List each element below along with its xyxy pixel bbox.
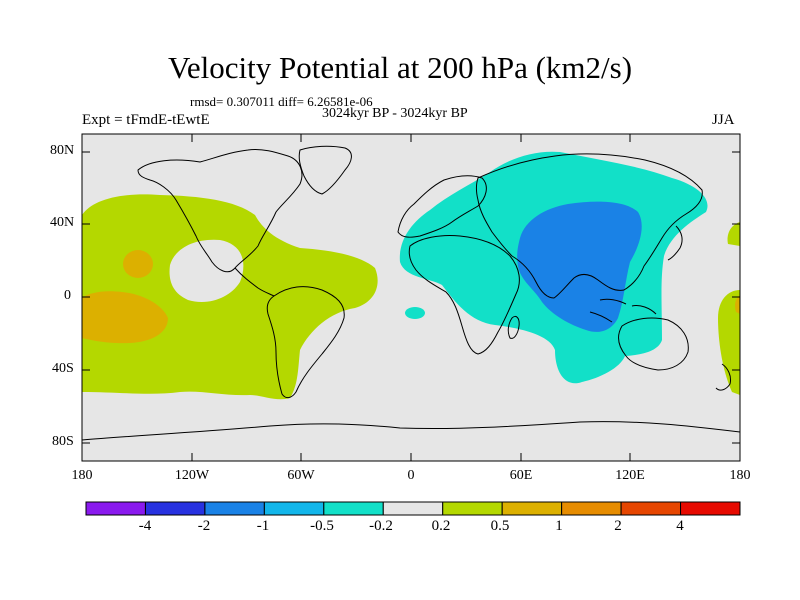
- colorbar-swatch-9: [620, 501, 682, 516]
- colorbar-label-p1: 1: [555, 518, 563, 534]
- experiment-label: Expt = tFmdE-tEwtE: [82, 112, 210, 128]
- colorbar-label-m4: -4: [138, 518, 152, 534]
- colorbar-label-m2: -2: [197, 518, 211, 534]
- coastline-asia: [476, 153, 703, 299]
- colorbar-swatch-5: [382, 501, 444, 516]
- lat-label-40n: 40N: [50, 215, 75, 230]
- map-title: Velocity Potential at 200 hPa (km2/s): [167, 50, 633, 85]
- cyan-spot-south-atlantic: [405, 307, 425, 319]
- colorbar-swatch-2: [204, 501, 265, 516]
- coastline-central-america: [234, 267, 275, 297]
- orange-edge-east: [735, 296, 740, 314]
- colorbar-swatch-8: [561, 501, 622, 516]
- colorbar-label-p05: 0.5: [490, 518, 510, 534]
- positive-field-pacific-americas: [82, 194, 378, 400]
- positive-field-northeast-edge: [727, 222, 740, 246]
- coastline-antarctica: [82, 421, 740, 441]
- lon-label-120w: 120W: [174, 468, 210, 483]
- colorbar-swatch-4: [323, 501, 384, 516]
- lat-label-eq: 0: [64, 288, 71, 303]
- negative-spot-himalaya: [560, 253, 572, 263]
- latitude-ticks: [82, 151, 740, 444]
- orange-blob-north-pacific: [123, 250, 153, 278]
- colorbar-swatch-6: [442, 501, 503, 516]
- coastline-greenland: [298, 145, 352, 195]
- coastline-madagascar: [507, 315, 520, 339]
- lon-label-120e: 120E: [615, 468, 645, 483]
- lat-label-80n: 80N: [50, 143, 75, 158]
- period-label: 3024kyr BP - 3024kyr BP: [322, 106, 468, 121]
- colorbar-swatch-0: [85, 501, 146, 516]
- colorbar-label-p4: 4: [676, 518, 684, 534]
- coastline-south-america: [266, 286, 345, 399]
- lon-label-0: 0: [407, 468, 415, 483]
- coastline-australia: [618, 317, 689, 371]
- coastline-new-zealand: [715, 363, 731, 391]
- lon-label-60e: 60E: [509, 468, 533, 483]
- colorbar: [85, 501, 741, 516]
- colorbar-label-m02: -0.2: [369, 518, 393, 534]
- coastline-africa: [408, 235, 520, 355]
- lon-label-180w: 180: [71, 468, 93, 483]
- coastlines: [82, 145, 740, 441]
- lon-label-60w: 60W: [287, 468, 315, 483]
- colorbar-swatch-1: [144, 501, 206, 516]
- rmsd-diff-stats: rmsd= 0.307011 diff= 6.26581e-06: [190, 94, 373, 109]
- coastline-maritime-continent: [589, 298, 657, 323]
- colorbar-swatch-3: [263, 501, 325, 516]
- colorbar-label-m1: -1: [256, 518, 270, 534]
- colorbar-swatch-7: [501, 501, 563, 516]
- colorbar-label-p02: 0.2: [431, 518, 451, 534]
- colorbar-label-m05: -0.5: [310, 518, 334, 534]
- lat-label-80s: 80S: [52, 434, 74, 449]
- season-label: JJA: [712, 112, 735, 128]
- coastline-europe: [397, 175, 487, 238]
- neutral-hole-east-pacific: [169, 239, 244, 302]
- colorbar-label-p2: 2: [614, 518, 622, 534]
- positive-field-east-pacific-edge: [718, 290, 740, 395]
- lon-label-180e: 180: [729, 468, 751, 483]
- coastline-japan: [667, 225, 683, 261]
- longitude-ticks: [81, 134, 741, 461]
- coastline-north-america: [137, 149, 303, 273]
- lat-label-40s: 40S: [52, 361, 74, 376]
- colorbar-swatch-10: [680, 501, 741, 516]
- orange-blob-central-pacific: [82, 291, 168, 344]
